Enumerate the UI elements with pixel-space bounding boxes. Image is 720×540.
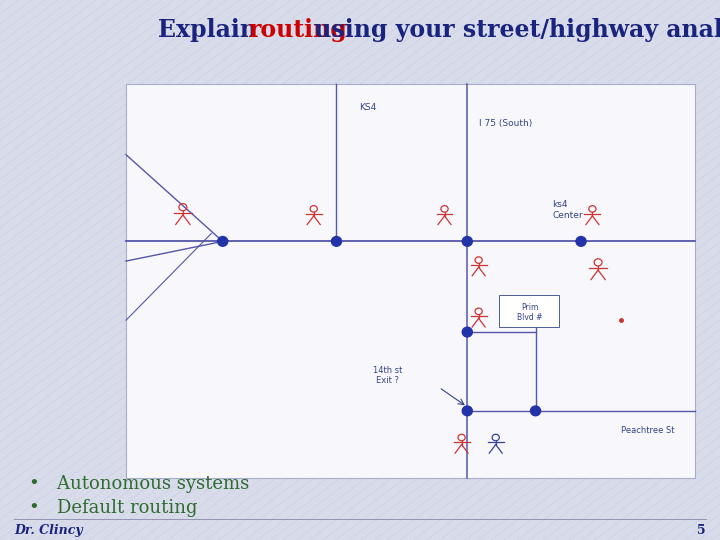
- Text: •   Default routing: • Default routing: [29, 498, 197, 517]
- Text: I 75 (South): I 75 (South): [479, 119, 532, 127]
- Text: KS4: KS4: [359, 103, 377, 112]
- Text: Explain: Explain: [158, 18, 266, 42]
- Ellipse shape: [217, 237, 228, 246]
- Text: Peachtree St: Peachtree St: [621, 426, 675, 435]
- Text: ks4
Center: ks4 Center: [553, 200, 583, 220]
- Text: routing: routing: [248, 18, 347, 42]
- Ellipse shape: [462, 406, 472, 416]
- Ellipse shape: [331, 237, 341, 246]
- Text: Prim
Blvd #: Prim Blvd #: [517, 302, 543, 322]
- Text: •   Autonomous systems: • Autonomous systems: [29, 475, 249, 493]
- Ellipse shape: [576, 237, 586, 246]
- Text: 14th st
Exit ?: 14th st Exit ?: [373, 366, 402, 385]
- FancyBboxPatch shape: [126, 84, 695, 478]
- FancyBboxPatch shape: [499, 294, 559, 327]
- Text: 5: 5: [697, 524, 706, 537]
- Ellipse shape: [462, 237, 472, 246]
- Text: using your street/highway analogy: using your street/highway analogy: [306, 18, 720, 42]
- Text: Dr. Clincy: Dr. Clincy: [14, 524, 83, 537]
- Ellipse shape: [462, 327, 472, 337]
- Ellipse shape: [531, 406, 541, 416]
